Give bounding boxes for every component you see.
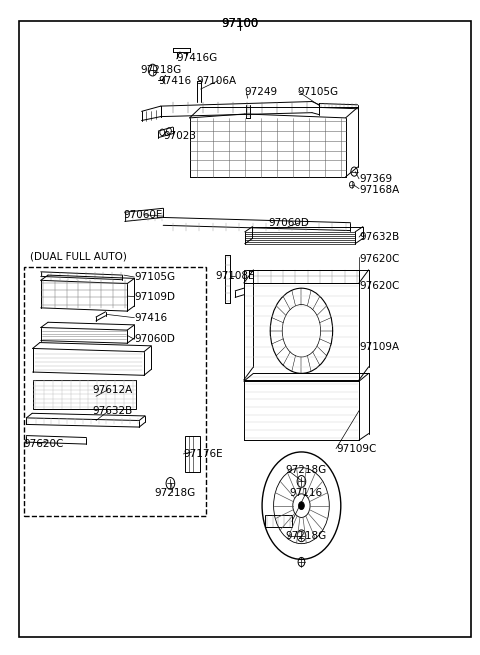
Text: 97369: 97369 bbox=[359, 174, 392, 184]
Text: 97620C: 97620C bbox=[359, 281, 399, 291]
Text: 97620C: 97620C bbox=[23, 439, 63, 449]
Text: 97168A: 97168A bbox=[359, 185, 399, 195]
Text: 97060D: 97060D bbox=[134, 334, 175, 345]
Text: 97100: 97100 bbox=[221, 17, 259, 30]
Text: 97218G: 97218G bbox=[155, 487, 196, 498]
Text: 97109C: 97109C bbox=[336, 443, 376, 454]
Text: 97116: 97116 bbox=[289, 487, 323, 498]
Text: 97416: 97416 bbox=[134, 312, 168, 323]
Text: 97060D: 97060D bbox=[269, 217, 310, 228]
Text: 97105G: 97105G bbox=[298, 86, 339, 97]
Text: 97416: 97416 bbox=[158, 75, 192, 86]
Text: 97620C: 97620C bbox=[359, 253, 399, 264]
Text: 97023: 97023 bbox=[163, 130, 196, 141]
Text: 97632B: 97632B bbox=[359, 232, 399, 242]
Text: 97106A: 97106A bbox=[197, 75, 237, 86]
Bar bbox=[24, 267, 206, 516]
Text: 97218G: 97218G bbox=[286, 465, 327, 476]
Bar bbox=[33, 380, 136, 409]
Bar bbox=[265, 515, 292, 527]
Text: (DUAL FULL AUTO): (DUAL FULL AUTO) bbox=[30, 252, 127, 262]
Text: 97218G: 97218G bbox=[286, 531, 327, 541]
Text: 97100: 97100 bbox=[221, 17, 259, 30]
Text: 97218G: 97218G bbox=[140, 65, 181, 75]
Bar bbox=[185, 436, 200, 472]
Text: 97176E: 97176E bbox=[183, 449, 223, 459]
Bar bbox=[244, 270, 359, 283]
Text: 97632B: 97632B bbox=[93, 406, 133, 417]
Text: 97249: 97249 bbox=[245, 86, 278, 97]
Text: 97416G: 97416G bbox=[177, 52, 218, 63]
Text: 97105G: 97105G bbox=[134, 272, 176, 282]
Circle shape bbox=[299, 502, 304, 510]
Text: 97109D: 97109D bbox=[134, 291, 175, 302]
Text: 97060E: 97060E bbox=[123, 210, 163, 220]
Text: 97612A: 97612A bbox=[93, 384, 133, 395]
Text: 97109A: 97109A bbox=[359, 342, 399, 352]
Text: 97108E: 97108E bbox=[215, 271, 254, 282]
